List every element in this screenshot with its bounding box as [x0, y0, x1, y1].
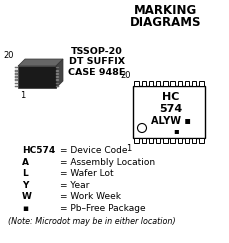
Bar: [56, 86, 59, 87]
Text: ALYW ▪: ALYW ▪: [150, 116, 190, 126]
Polygon shape: [56, 59, 63, 88]
Text: ▪: ▪: [172, 126, 178, 135]
Text: = Wafer Lot: = Wafer Lot: [60, 169, 113, 178]
Text: = Assembly Location: = Assembly Location: [60, 157, 154, 166]
Text: = Pb–Free Package: = Pb–Free Package: [60, 203, 145, 212]
Bar: [177, 81, 181, 86]
Bar: [15, 67, 18, 68]
Text: = Work Week: = Work Week: [60, 192, 120, 201]
Bar: [170, 138, 174, 143]
Text: 1: 1: [20, 91, 25, 100]
Bar: [155, 81, 160, 86]
Bar: [134, 81, 138, 86]
Bar: [15, 83, 18, 84]
Text: DIAGRAMS: DIAGRAMS: [129, 16, 200, 29]
Bar: [15, 73, 18, 75]
Bar: [141, 81, 145, 86]
Text: (Note: Microdot may be in either location): (Note: Microdot may be in either locatio…: [8, 217, 175, 226]
Bar: [56, 79, 59, 81]
Text: W: W: [22, 192, 32, 201]
Text: = Device Code: = Device Code: [60, 146, 127, 155]
Bar: [170, 81, 174, 86]
Bar: [56, 76, 59, 78]
Bar: [56, 70, 59, 71]
Text: ▪: ▪: [22, 203, 28, 212]
Bar: [18, 66, 56, 88]
Bar: [134, 138, 138, 143]
Text: 20: 20: [3, 51, 14, 60]
Bar: [184, 81, 188, 86]
Text: A: A: [22, 157, 29, 166]
Text: 1: 1: [125, 144, 131, 153]
Bar: [56, 67, 59, 68]
Bar: [162, 81, 167, 86]
Text: CASE 948E: CASE 948E: [68, 68, 125, 77]
Bar: [177, 138, 181, 143]
Text: = Year: = Year: [60, 181, 89, 190]
Text: DT SUFFIX: DT SUFFIX: [69, 58, 125, 67]
Polygon shape: [18, 59, 63, 66]
Text: MARKING: MARKING: [133, 4, 196, 17]
Bar: [15, 76, 18, 78]
Bar: [148, 81, 153, 86]
Text: L: L: [22, 169, 28, 178]
Bar: [15, 86, 18, 87]
Bar: [198, 81, 203, 86]
Bar: [184, 138, 188, 143]
Bar: [155, 138, 160, 143]
Bar: [56, 73, 59, 75]
Bar: [15, 70, 18, 71]
Bar: [191, 81, 196, 86]
Circle shape: [137, 123, 146, 132]
Bar: [191, 138, 196, 143]
Bar: [141, 138, 145, 143]
Bar: [198, 138, 203, 143]
Bar: [148, 138, 153, 143]
Bar: [132, 86, 204, 138]
Text: HC: HC: [162, 92, 179, 102]
Bar: [15, 79, 18, 81]
Text: 20: 20: [120, 71, 131, 80]
Text: Y: Y: [22, 181, 28, 190]
Text: TSSOP-20: TSSOP-20: [71, 47, 122, 56]
Bar: [162, 138, 167, 143]
Bar: [56, 83, 59, 84]
Text: HC574: HC574: [22, 146, 55, 155]
Text: 574: 574: [159, 104, 182, 114]
